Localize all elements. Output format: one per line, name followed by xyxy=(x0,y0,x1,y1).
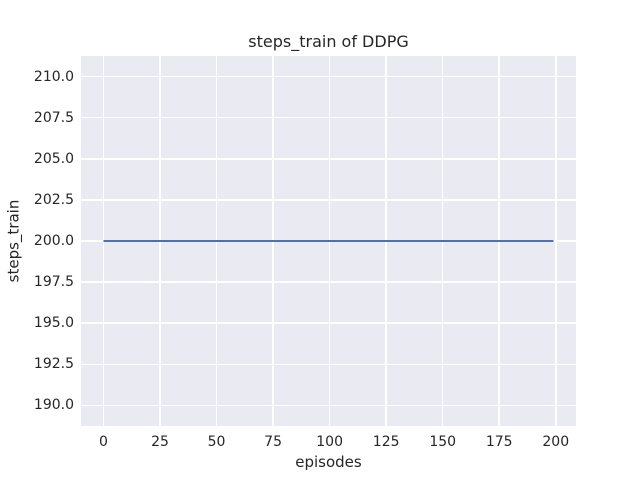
y-gridline xyxy=(81,404,576,407)
x-tick-label: 200 xyxy=(542,434,570,450)
x-tick-label: 75 xyxy=(264,434,282,450)
x-tick-label: 125 xyxy=(372,434,400,450)
y-tick-label: 205.0 xyxy=(33,150,74,167)
y-tick-label: 210.0 xyxy=(33,68,74,85)
x-tick-label: 25 xyxy=(151,434,169,450)
plot-area xyxy=(81,56,576,426)
chart-title: steps_train of DDPG xyxy=(248,32,409,51)
y-gridline xyxy=(81,281,576,283)
x-tick-label: 50 xyxy=(207,434,226,450)
x-tick-label: 150 xyxy=(429,434,457,450)
y-tick-label: 200.0 xyxy=(33,233,74,249)
x-tick-label: 175 xyxy=(485,434,513,450)
y-gridline xyxy=(81,158,576,160)
y-tick-label: 207.5 xyxy=(33,109,74,126)
y-tick-label: 195.0 xyxy=(33,315,74,332)
y-gridline xyxy=(81,75,576,78)
y-gridline xyxy=(81,116,576,119)
y-gridline xyxy=(81,363,576,366)
x-gridline xyxy=(555,56,557,426)
x-tick-label: 0 xyxy=(99,434,108,450)
y-tick-label: 190.0 xyxy=(33,397,74,414)
line-series xyxy=(103,240,554,242)
y-gridline xyxy=(81,322,576,324)
y-tick-label: 192.5 xyxy=(33,356,74,373)
x-tick-label: 100 xyxy=(316,434,343,450)
x-axis-label: episodes xyxy=(295,453,362,471)
y-tick-label: 197.5 xyxy=(33,274,74,291)
y-tick-label: 202.5 xyxy=(33,191,74,208)
y-gridline xyxy=(81,199,576,201)
